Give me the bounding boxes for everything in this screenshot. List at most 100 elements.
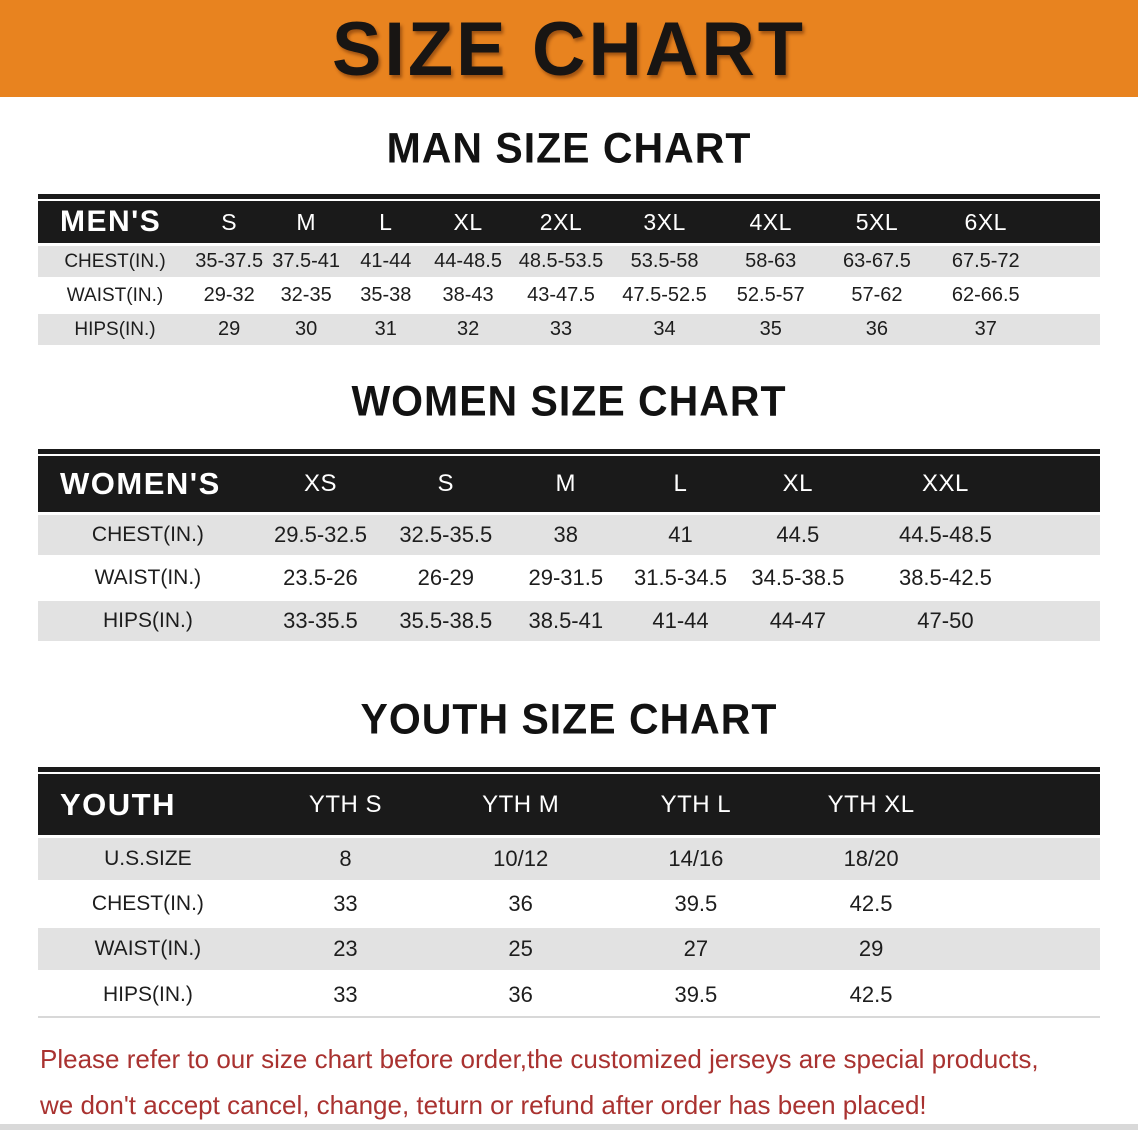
size-column-header: S [383,456,509,515]
measurement-label: HIPS(IN.) [38,973,258,1018]
measurement-value: 27 [608,928,784,973]
size-column-header: XL [425,201,511,246]
size-column-header: 6XL [930,201,1042,246]
measurement-value: 57-62 [823,280,930,314]
row-spacer [958,928,1100,973]
measurement-label: CHEST(IN.) [38,515,258,558]
measurement-value: 31.5-34.5 [623,558,738,601]
disclaimer-line-1: Please refer to our size chart before or… [40,1044,1039,1074]
table-group-label: YOUTH [38,774,258,838]
measurement-value: 41-44 [623,601,738,644]
table-row: CHEST(IN.) 29.5-32.5 32.5-35.5 38 41 44.5 44.5… [38,515,1100,558]
measurement-value: 44-48.5 [425,246,511,280]
measurement-value: 14/16 [608,838,784,883]
measurement-label: HIPS(IN.) [38,601,258,644]
measurement-value: 23 [257,928,434,973]
measurement-value: 52.5-57 [717,280,824,314]
measurement-value: 47-50 [857,601,1034,644]
measurement-value: 44-47 [737,601,858,644]
measurement-value: 29-32 [192,280,267,314]
table-group-label: WOMEN'S [38,456,258,515]
size-column-header: YTH S [257,774,434,838]
measurement-value: 35 [717,314,824,348]
measurement-value: 38.5-41 [508,601,624,644]
header-spacer [958,774,1100,838]
measurement-value: 33 [257,973,434,1018]
measurement-value: 33-35.5 [257,601,384,644]
measurement-value: 29-31.5 [508,558,624,601]
measurement-value: 33 [510,314,612,348]
size-column-header: M [266,201,346,246]
table-row: HIPS(IN.) 29 30 31 32 33 34 35 36 37 [38,314,1100,348]
measurement-value: 18/20 [783,838,959,883]
size-column-header: 5XL [823,201,930,246]
measurement-value: 32.5-35.5 [383,515,509,558]
men-size-table: MEN'S S M L XL 2XL 3XL 4XL 5XL 6XL CHEST(IN.) 35-37… [38,201,1100,348]
table-header-row: WOMEN'S XS S M L XL XXL [38,456,1100,515]
measurement-value: 67.5-72 [930,246,1042,280]
measurement-label: HIPS(IN.) [38,314,192,348]
section-heading-women: WOMEN SIZE CHART [351,377,787,425]
measurement-value: 44.5-48.5 [857,515,1034,558]
size-column-header: S [192,201,267,246]
size-column-header: 2XL [510,201,612,246]
size-column-header: L [623,456,738,515]
measurement-value: 33 [257,883,434,928]
measurement-value: 23.5-26 [257,558,384,601]
measurement-value: 43-47.5 [510,280,612,314]
measurement-value: 10/12 [433,838,609,883]
measurement-value: 29 [783,928,959,973]
measurement-value: 42.5 [783,883,959,928]
measurement-value: 41-44 [345,246,426,280]
measurement-value: 31 [345,314,426,348]
table-row: HIPS(IN.) 33 36 39.5 42.5 [38,973,1100,1018]
measurement-label: WAIST(IN.) [38,558,258,601]
measurement-value: 29 [192,314,267,348]
measurement-value: 37 [930,314,1042,348]
size-column-header: YTH M [433,774,609,838]
measurement-value: 36 [433,883,609,928]
table-header-row: MEN'S S M L XL 2XL 3XL 4XL 5XL 6XL [38,201,1100,246]
measurement-label: CHEST(IN.) [38,246,192,280]
measurement-value: 38 [508,515,624,558]
bottom-divider [0,1124,1138,1130]
measurement-value: 39.5 [608,883,784,928]
header-spacer [1041,201,1100,246]
table-row: WAIST(IN.) 29-32 32-35 35-38 38-43 43-47.5 47.… [38,280,1100,314]
measurement-value: 36 [823,314,930,348]
disclaimer-line-2: we don't accept cancel, change, teturn o… [40,1090,927,1120]
header-spacer [1033,456,1100,515]
size-column-header: XXL [857,456,1034,515]
section-heading-youth: YOUTH SIZE CHART [360,695,778,743]
row-spacer [1041,314,1100,348]
measurement-value: 30 [266,314,346,348]
measurement-value: 36 [433,973,609,1018]
row-spacer [1041,280,1100,314]
measurement-value: 42.5 [783,973,959,1018]
measurement-value: 39.5 [608,973,784,1018]
table-row: HIPS(IN.) 33-35.5 35.5-38.5 38.5-41 41-44 44-… [38,601,1100,644]
measurement-label: WAIST(IN.) [38,928,258,973]
row-spacer [1033,515,1100,558]
measurement-label: CHEST(IN.) [38,883,258,928]
measurement-value: 26-29 [383,558,509,601]
measurement-label: WAIST(IN.) [38,280,192,314]
row-spacer [958,883,1100,928]
measurement-value: 34 [611,314,718,348]
measurement-value: 58-63 [717,246,824,280]
table-row: CHEST(IN.) 35-37.5 37.5-41 41-44 44-48.5 48.5… [38,246,1100,280]
page-title: SIZE CHART [332,5,806,92]
measurement-value: 25 [433,928,609,973]
measurement-value: 35-38 [345,280,426,314]
table-row: WAIST(IN.) 23.5-26 26-29 29-31.5 31.5-34.5 34… [38,558,1100,601]
size-column-header: XL [737,456,858,515]
measurement-value: 35-37.5 [192,246,267,280]
size-column-header: XS [257,456,384,515]
row-spacer [958,973,1100,1018]
banner: SIZE CHART [0,0,1138,97]
size-column-header: YTH XL [783,774,959,838]
measurement-value: 48.5-53.5 [510,246,612,280]
women-size-table-wrap: WOMEN'S XS S M L XL XXL CHEST(IN.) 29.5-32.5 32.5… [38,449,1100,644]
disclaimer-text: Please refer to our size chart before or… [40,1036,1138,1128]
